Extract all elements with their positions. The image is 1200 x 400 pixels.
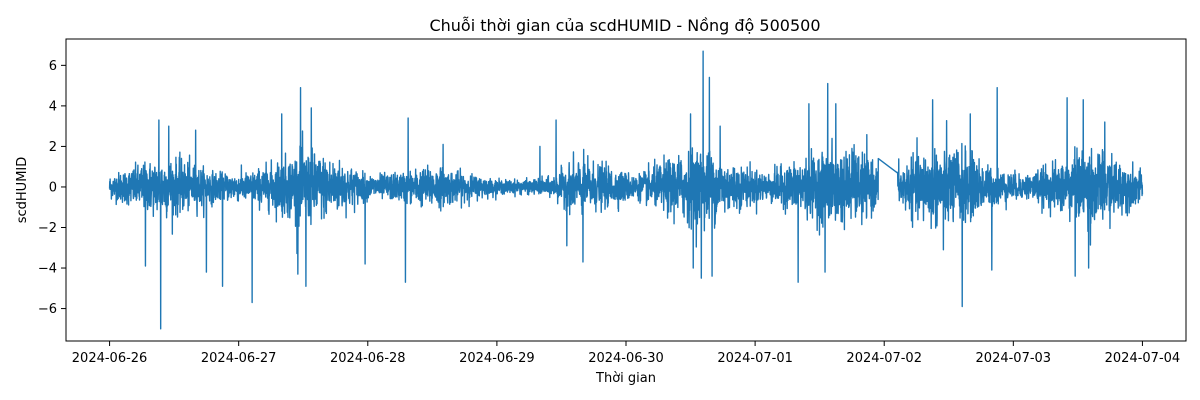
x-axis: 2024-06-26 2024-06-27 2024-06-28 2024-06-29… <box>72 341 1180 366</box>
scdhumid-series-line <box>108 50 1144 330</box>
y-tick-label: 4 <box>49 99 57 114</box>
x-tick-label: 2024-07-04 <box>1105 351 1181 366</box>
x-tick-label: 2024-07-01 <box>717 351 793 366</box>
y-tick-label: 2 <box>49 140 57 155</box>
chart-title: Chuỗi thời gian của scdHUMID - Nồng độ 5… <box>429 16 820 35</box>
x-tick-label: 2024-06-29 <box>459 351 535 366</box>
x-tick-label: 2024-07-02 <box>846 351 922 366</box>
x-tick-label: 2024-07-03 <box>976 351 1052 366</box>
y-tick-label: 6 <box>49 59 57 74</box>
y-tick-label: 0 <box>49 180 57 195</box>
x-tick-label: 2024-06-26 <box>72 351 148 366</box>
x-tick-label: 2024-06-28 <box>330 351 406 366</box>
y-tick-label: −6 <box>38 302 57 317</box>
series-layer <box>108 50 1144 330</box>
y-axis: −6 −4 −2 0 2 4 6 <box>38 59 66 317</box>
x-tick-label: 2024-06-30 <box>588 351 664 366</box>
y-tick-label: −4 <box>38 262 57 277</box>
x-axis-label: Thời gian <box>595 371 656 386</box>
y-axis-label: scdHUMID <box>15 157 30 224</box>
y-tick-label: −2 <box>38 221 57 236</box>
x-tick-label: 2024-06-27 <box>201 351 277 366</box>
